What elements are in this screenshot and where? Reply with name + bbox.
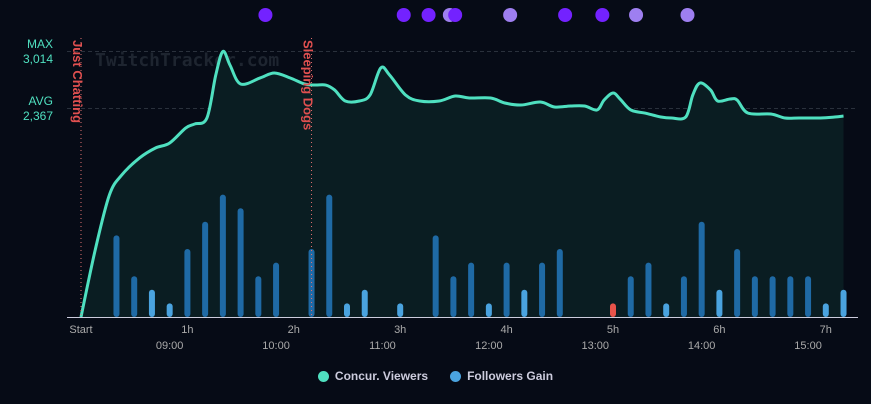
x-clock-tick-3: 12:00	[475, 340, 503, 352]
followers-bar-14	[397, 303, 404, 317]
x-tick-2: 2h	[288, 324, 300, 336]
legend-followers-swatch	[450, 370, 462, 382]
followers-bar-30	[734, 249, 741, 317]
followers-bar-16	[450, 276, 457, 317]
viewers-area	[81, 51, 844, 318]
followers-bar-12	[344, 303, 350, 317]
followers-bar-35	[822, 303, 829, 317]
followers-bar-19	[503, 262, 510, 317]
x-clock-tick-6: 15:00	[794, 340, 822, 352]
x-clock-tick-4: 13:00	[582, 340, 610, 352]
followers-bar-26	[663, 303, 670, 317]
watermark: TwitchTracker.com	[95, 50, 279, 71]
x-tick-4: 4h	[500, 324, 512, 336]
followers-bar-9	[273, 262, 280, 317]
followers-bar-5	[202, 221, 209, 317]
legend-followers-label: Followers Gain	[467, 369, 554, 383]
event-dot-6[interactable]	[558, 8, 573, 22]
legend-viewers-label: Concur. Viewers	[334, 369, 429, 383]
followers-bar-8	[255, 276, 262, 317]
x-clock-tick-2: 11:00	[369, 340, 396, 352]
event-dot-7[interactable]	[595, 8, 610, 22]
followers-bar-3	[166, 303, 173, 317]
x-clock-tick-5: 14:00	[688, 340, 716, 352]
followers-bar-11	[326, 194, 333, 317]
followers-bar-24	[627, 276, 634, 317]
avg-label-text: AVG	[28, 94, 53, 108]
followers-bar-34	[805, 276, 812, 317]
event-dot-0[interactable]	[258, 8, 273, 22]
x-clock-tick-0: 09:00	[156, 340, 184, 352]
followers-bar-2	[148, 289, 155, 317]
x-tick-1: 1h	[181, 324, 193, 336]
followers-bar-21	[539, 262, 546, 317]
event-dot-8[interactable]	[629, 8, 644, 22]
followers-bar-27	[680, 276, 687, 317]
legend: Concur. Viewers Followers Gain	[0, 369, 871, 383]
followers-bar-32	[769, 276, 776, 317]
legend-item-followers[interactable]: Followers Gain	[450, 369, 553, 383]
event-dot-2[interactable]	[421, 8, 436, 22]
viewers-line	[79, 49, 844, 318]
followers-bar-25	[645, 262, 652, 317]
followers-bar-13	[361, 289, 368, 317]
max-value: 3,014	[22, 52, 53, 66]
followers-bar-0	[113, 235, 120, 317]
event-dot-5[interactable]	[503, 8, 518, 22]
event-dot-1[interactable]	[396, 8, 411, 22]
x-clock-tick-1: 10:00	[262, 340, 290, 352]
legend-viewers-swatch	[317, 370, 329, 382]
x-tick-0: Start	[69, 324, 92, 336]
followers-bar-31	[751, 276, 758, 317]
followers-bar-23	[610, 303, 616, 317]
x-tick-5: 5h	[607, 324, 619, 336]
followers-bar-36	[840, 289, 847, 317]
avg-value: 2,367	[22, 109, 53, 123]
legend-item-viewers[interactable]: Concur. Viewers	[317, 369, 429, 383]
max-label: MAX 3,014	[23, 37, 53, 67]
avg-label: AVG 2,367	[23, 94, 53, 124]
event-dot-4[interactable]	[448, 8, 463, 22]
max-label-text: MAX	[26, 37, 53, 51]
x-tick-6: 6h	[713, 324, 725, 336]
game-marker-label-0: Just Chatting	[70, 40, 85, 123]
followers-bar-20	[521, 289, 528, 317]
followers-bar-17	[468, 262, 475, 317]
followers-bar-18	[485, 303, 492, 317]
followers-bar-22	[556, 249, 563, 317]
followers-bar-6	[219, 194, 226, 317]
followers-bar-33	[787, 276, 794, 317]
followers-bar-4	[184, 249, 191, 317]
game-marker-label-1: Sleeping Dogs	[301, 40, 316, 130]
event-dot-9[interactable]	[680, 8, 695, 22]
followers-bar-15	[432, 235, 439, 317]
followers-bar-28	[698, 221, 705, 317]
followers-bar-1	[131, 276, 138, 317]
x-tick-7: 7h	[820, 324, 832, 336]
followers-bar-29	[716, 289, 723, 317]
followers-bar-7	[237, 208, 244, 317]
x-tick-3: 3h	[394, 324, 406, 336]
